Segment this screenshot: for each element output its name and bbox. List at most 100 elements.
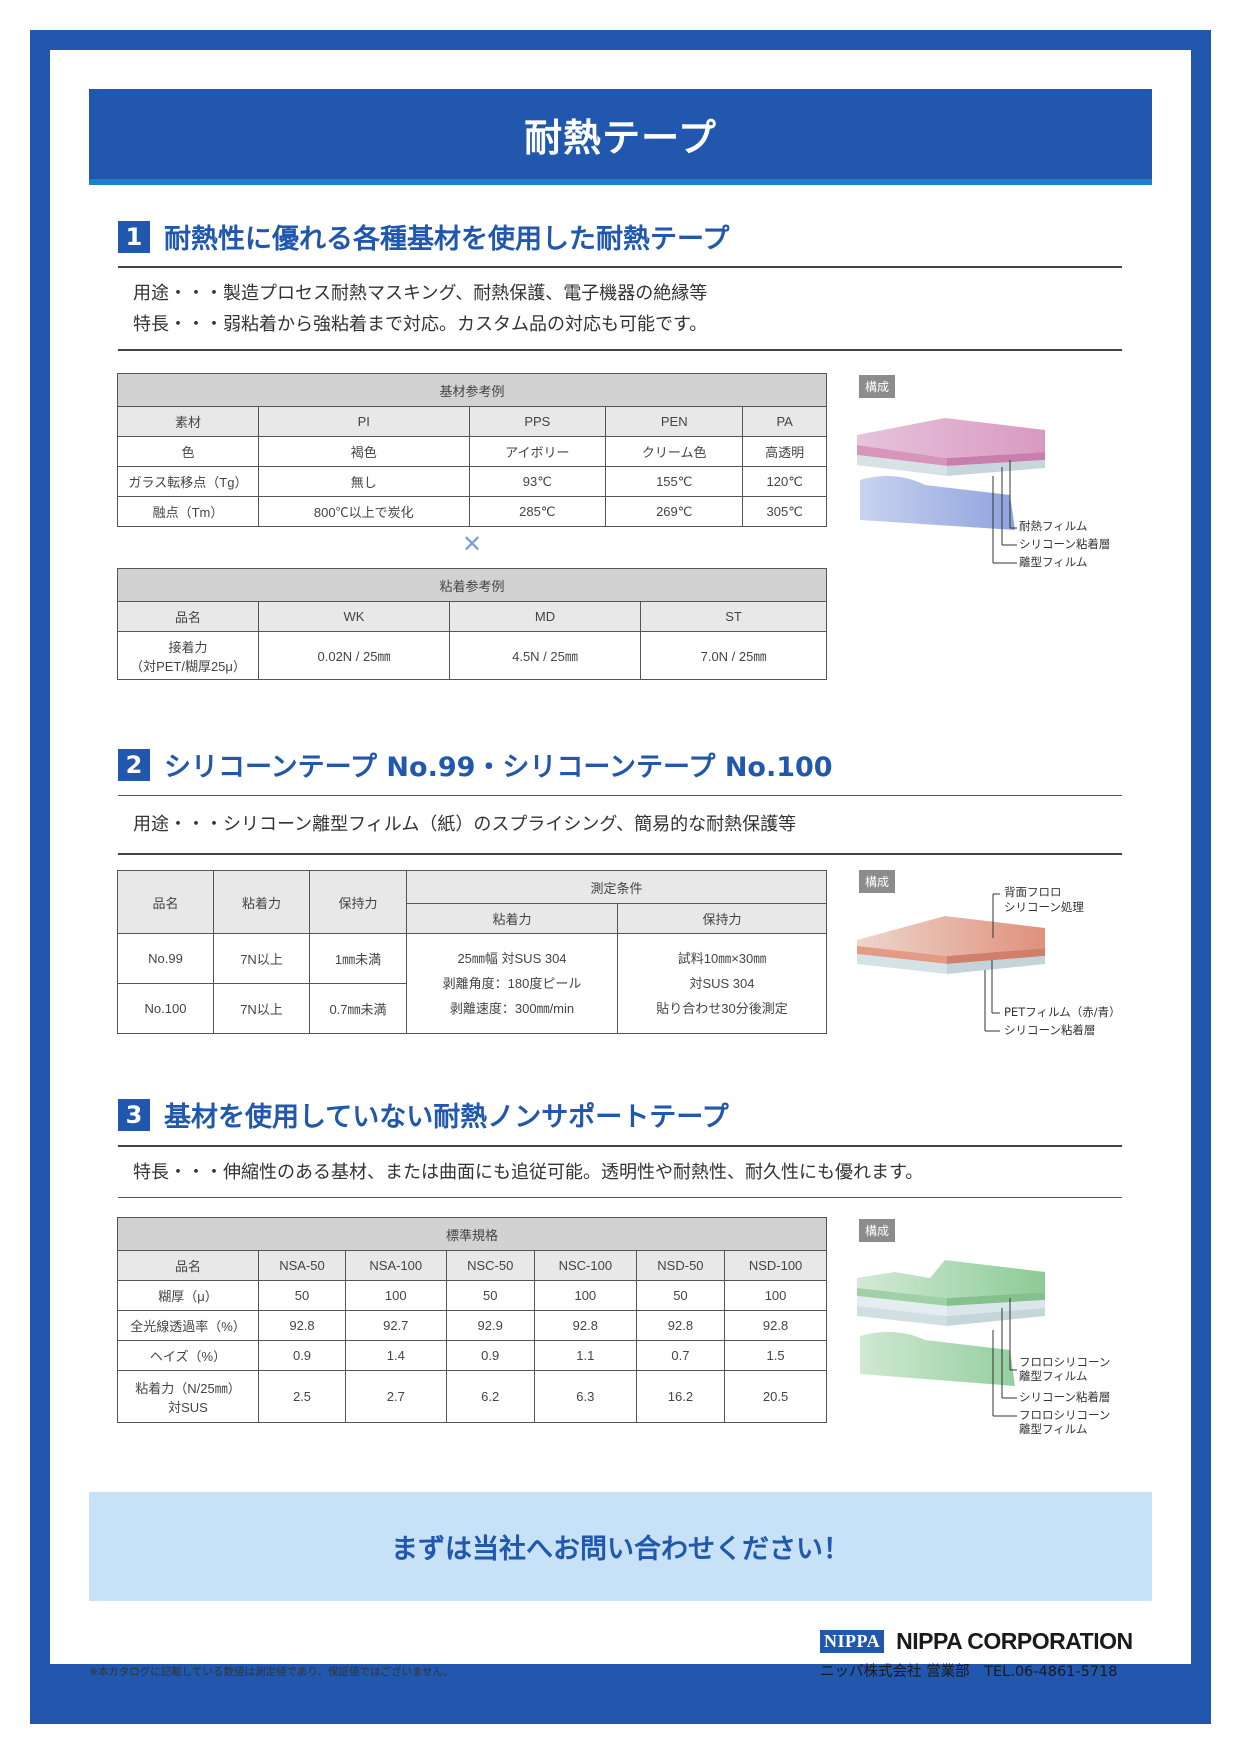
table-caption: 粘着参考例 (117, 568, 827, 602)
cell: 800℃以上で炭化 (258, 496, 470, 527)
header-cell: 素材 (117, 406, 259, 437)
structure-badge: 構成 (859, 1219, 896, 1242)
standard-spec-table: 標準規格 品名 NSA-50 NSA-100 NSC-50 NSC-100 NS… (117, 1217, 827, 1423)
cell: 92.8 (257, 1310, 347, 1341)
table-header-row: 品名 NSA-50 NSA-100 NSC-50 NSC-100 NSD-50 … (117, 1250, 827, 1281)
cell: 92.8 (533, 1310, 637, 1341)
header-cell: NSD-100 (724, 1250, 827, 1281)
row-label-line: 粘着力（N/25㎜） (135, 1380, 241, 1396)
cell: 305℃ (742, 496, 827, 527)
section-title: 耐熱性に優れる各種基材を使用した耐熱テープ (164, 224, 730, 255)
header-cell: MD (449, 601, 641, 632)
section-1-heading: 1 耐熱性に優れる各種基材を使用した耐熱テープ (118, 217, 729, 256)
cell: 2.5 (257, 1370, 347, 1423)
cell: クリーム色 (605, 436, 744, 467)
header-cell: 粘着力 (406, 903, 618, 934)
layer-label: 耐熱フィルム (1019, 519, 1088, 533)
layer-label: 離型フィルム (1019, 1369, 1088, 1383)
header-cell: NSA-100 (345, 1250, 447, 1281)
layer-label: フロロシリコーン (1019, 1408, 1111, 1422)
header-cell: PA (742, 406, 827, 437)
cell: 285℃ (468, 496, 607, 527)
cell: 2.7 (345, 1370, 447, 1423)
table-row: 接着力 （対PET/糊厚25μ） 0.02N / 25㎜ 4.5N / 25㎜ … (117, 631, 827, 680)
layer-diagram-3 (857, 1260, 1045, 1417)
disclaimer-text: ※本カタログに記載している数値は測定値であり、保証値ではございません。 (89, 1666, 454, 1678)
condition-line: 25㎜幅 対SUS 304 (457, 951, 567, 966)
cell: 92.8 (635, 1310, 726, 1341)
cell: 92.8 (724, 1310, 827, 1341)
header-cell: 保持力 (309, 870, 407, 934)
cell: 1.1 (533, 1340, 637, 1371)
table-row: 色 褐色 アイボリー クリーム色 高透明 (117, 436, 827, 467)
row-label: 融点（Tm） (117, 496, 259, 527)
row-label: 色 (117, 436, 259, 467)
cell: 50 (635, 1280, 726, 1311)
header-cell: 保持力 (617, 903, 827, 934)
cell: 0.7 (635, 1340, 726, 1371)
condition-line: 対SUS 304 (689, 976, 755, 991)
header-cell: NSA-50 (257, 1250, 347, 1281)
header-cell: ST (640, 601, 827, 632)
table-header-row: 品名 粘着力 保持力 測定条件 (117, 870, 827, 934)
cell: 269℃ (605, 496, 744, 527)
cell: 92.7 (345, 1310, 447, 1341)
header-cell: 測定条件 (406, 870, 827, 904)
header-cell: NSC-100 (533, 1250, 637, 1281)
layer-label: シリコーン処理 (1004, 900, 1084, 914)
usage-text: 用途・・・製造プロセス耐熱マスキング、耐熱保護、電子機器の絶縁等 (133, 283, 708, 304)
section-title: シリコーンテープ No.99・シリコーンテープ No.100 (164, 752, 833, 783)
section-number-badge: 2 (118, 748, 150, 781)
cell: 6.2 (445, 1370, 535, 1423)
layer-label: 離型フィルム (1019, 1422, 1088, 1436)
layer-label: シリコーン粘着層 (1004, 1023, 1096, 1037)
divider (118, 1145, 1122, 1147)
times-icon: ✕ (461, 530, 483, 558)
cell: 20.5 (724, 1370, 827, 1423)
condition-cell: 試料10㎜×30㎜ 対SUS 304 貼り合わせ30分後測定 (617, 933, 827, 1034)
base-material-table: 基材参考例 素材 PI PPS PEN PA 色 褐色 アイボリー クリーム色 … (117, 373, 827, 527)
table-caption: 標準規格 (117, 1217, 827, 1251)
header-cell: PEN (605, 406, 744, 437)
row-label-line: 対SUS (168, 1399, 208, 1415)
layer-label: シリコーン粘着層 (1019, 537, 1111, 551)
table-row: 融点（Tm） 800℃以上で炭化 285℃ 269℃ 305℃ (117, 496, 827, 527)
header-cell: WK (258, 601, 450, 632)
cell: 6.3 (533, 1370, 637, 1423)
condition-line: 剥離角度：180度ピール (442, 976, 582, 991)
cell: 1㎜未満 (309, 933, 407, 984)
cell: 7N以上 (213, 933, 310, 984)
cell: No.99 (117, 933, 214, 984)
row-label: 粘着力（N/25㎜） 対SUS (117, 1370, 259, 1423)
cell: 4.5N / 25㎜ (449, 631, 641, 680)
silicone-tape-table: 品名 粘着力 保持力 測定条件 粘着力 保持力 No.99 7N以上 1㎜未満 … (117, 870, 827, 1034)
condition-line: 試料10㎜×30㎜ (677, 951, 767, 966)
header-cell: 品名 (117, 870, 214, 934)
company-name: NIPPA CORPORATION (896, 1628, 1133, 1654)
cell: 50 (445, 1280, 535, 1311)
contact-info: ニッパ株式会社 営業部 TEL.06-4861-5718 (820, 1664, 1118, 1680)
cell: 1.5 (724, 1340, 827, 1371)
section-title: 基材を使用していない耐熱ノンサポートテープ (164, 1102, 729, 1133)
section-number-badge: 3 (118, 1098, 150, 1131)
table-header-row: 品名 WK MD ST (117, 601, 827, 632)
row-label-line: （対PET/糊厚25μ） (130, 658, 246, 674)
condition-cell: 25㎜幅 対SUS 304 剥離角度：180度ピール 剥離速度：300㎜/min (406, 933, 618, 1034)
cell: 高透明 (742, 436, 827, 467)
cta-text: まずは当社へお問い合わせください！ (391, 1534, 850, 1565)
table-row: ヘイズ（%） 0.9 1.4 0.9 1.1 0.7 1.5 (117, 1340, 827, 1371)
nippa-logo-mark: NIPPA (820, 1630, 885, 1653)
usage-text: 用途・・・シリコーン離型フィルム（紙）のスプライシング、簡易的な耐熱保護等 (133, 814, 797, 835)
cell: 0.02N / 25㎜ (258, 631, 450, 680)
table-row: No.99 7N以上 1㎜未満 25㎜幅 対SUS 304 剥離角度：180度ピ… (117, 933, 827, 1034)
cell: 0.9 (257, 1340, 347, 1371)
cell: 120℃ (742, 466, 827, 497)
page-title: 耐熱テープ (524, 115, 717, 160)
row-label: 糊厚（μ） (117, 1280, 259, 1311)
cell: 100 (724, 1280, 827, 1311)
feature-text: 特長・・・伸縮性のある基材、または曲面にも追従可能。透明性や耐熱性、耐久性にも優… (133, 1162, 924, 1183)
cell: 50 (257, 1280, 347, 1311)
table-row: 糊厚（μ） 50 100 50 100 50 100 (117, 1280, 827, 1311)
structure-badge: 構成 (859, 375, 896, 398)
condition-line: 剥離速度：300㎜/min (449, 1001, 575, 1016)
